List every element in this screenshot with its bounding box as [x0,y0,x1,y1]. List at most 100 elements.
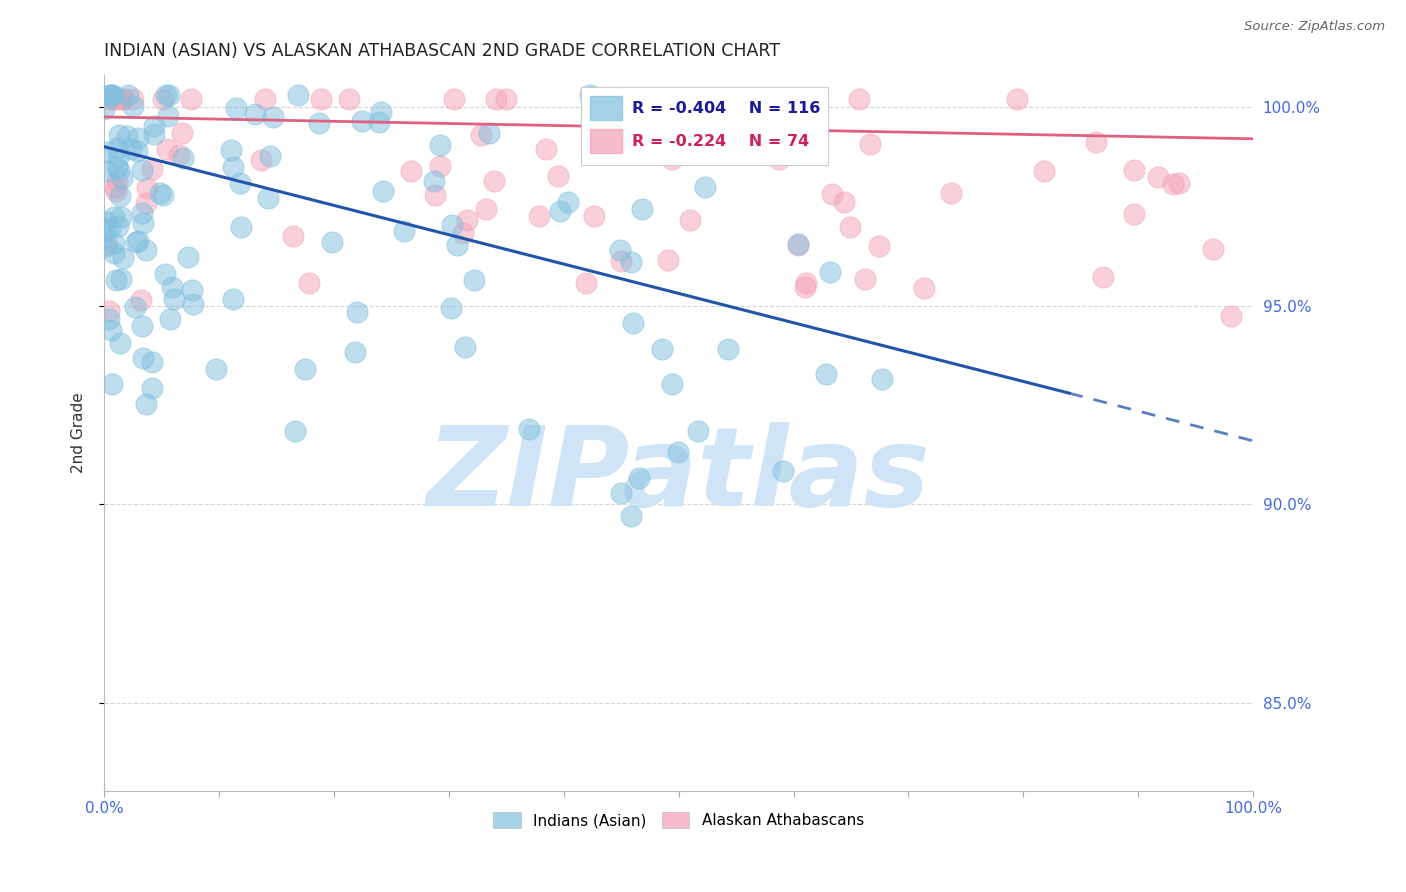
Point [661,376,683,391]
Point [373,184,395,198]
Point [579,88,602,103]
Point [159,312,181,326]
Point [454,340,477,354]
Point [337,92,360,106]
Point [107,163,129,178]
Point [298,276,321,290]
Point [815,368,838,382]
Point [104,180,127,194]
Point [93,102,115,116]
Point [127,131,149,145]
Point [176,250,198,264]
Point [107,219,129,234]
Point [609,244,631,258]
Point [105,174,128,188]
Point [107,150,129,164]
Point [135,244,157,258]
Point [281,229,304,244]
Point [167,148,190,162]
Point [451,226,474,240]
Point [127,234,149,248]
Point [440,301,463,316]
Point [110,211,132,225]
Point [583,209,606,223]
Point [474,202,496,216]
Point [621,316,644,330]
Point [221,293,243,307]
Point [225,101,247,115]
Point [257,191,280,205]
Point [425,188,447,202]
Point [243,107,266,121]
Point [124,235,146,249]
Point [132,216,155,230]
Point [392,224,415,238]
Point [628,471,651,485]
Point [98,311,121,326]
Point [110,272,132,286]
Point [610,254,633,268]
Point [100,88,122,103]
Point [112,252,135,266]
Point [806,132,828,146]
Point [262,110,284,124]
Point [772,464,794,478]
Point [162,280,184,294]
Point [1084,135,1107,149]
Point [156,143,179,157]
Point [229,176,252,190]
Point [96,163,118,178]
Point [820,187,842,202]
Point [693,179,716,194]
Point [141,161,163,176]
Point [125,144,148,158]
Point [848,92,870,106]
Point [717,342,740,356]
Point [141,381,163,395]
Point [159,88,181,103]
Point [287,88,309,103]
Point [346,305,368,319]
Point [838,219,860,234]
Point [132,351,155,366]
Point [661,152,683,166]
Point [97,92,120,106]
Point [135,397,157,411]
Point [94,214,117,228]
Point [429,137,451,152]
Point [657,252,679,267]
Text: R = -0.404    N = 116: R = -0.404 N = 116 [631,101,820,116]
Point [853,272,876,286]
Point [344,345,367,359]
Point [786,238,808,252]
Point [94,239,117,253]
Point [96,237,118,252]
Point [321,235,343,249]
Point [100,323,122,337]
Point [352,114,374,128]
Point [742,92,765,106]
Point [651,342,673,356]
Point [478,126,501,140]
Point [370,104,392,119]
Point [1122,207,1144,221]
Point [1092,269,1115,284]
Point [135,196,157,211]
Point [131,162,153,177]
Point [669,92,692,106]
Point [110,336,132,351]
Point [517,422,540,436]
Point [105,184,128,198]
Point [181,297,204,311]
Point [141,355,163,369]
Point [1005,92,1028,106]
Point [1163,177,1185,191]
Point [163,292,186,306]
Point [631,202,654,216]
Point [367,114,389,128]
Point [157,109,180,123]
Point [1202,242,1225,256]
Point [229,219,252,234]
Point [153,267,176,281]
Point [548,203,571,218]
